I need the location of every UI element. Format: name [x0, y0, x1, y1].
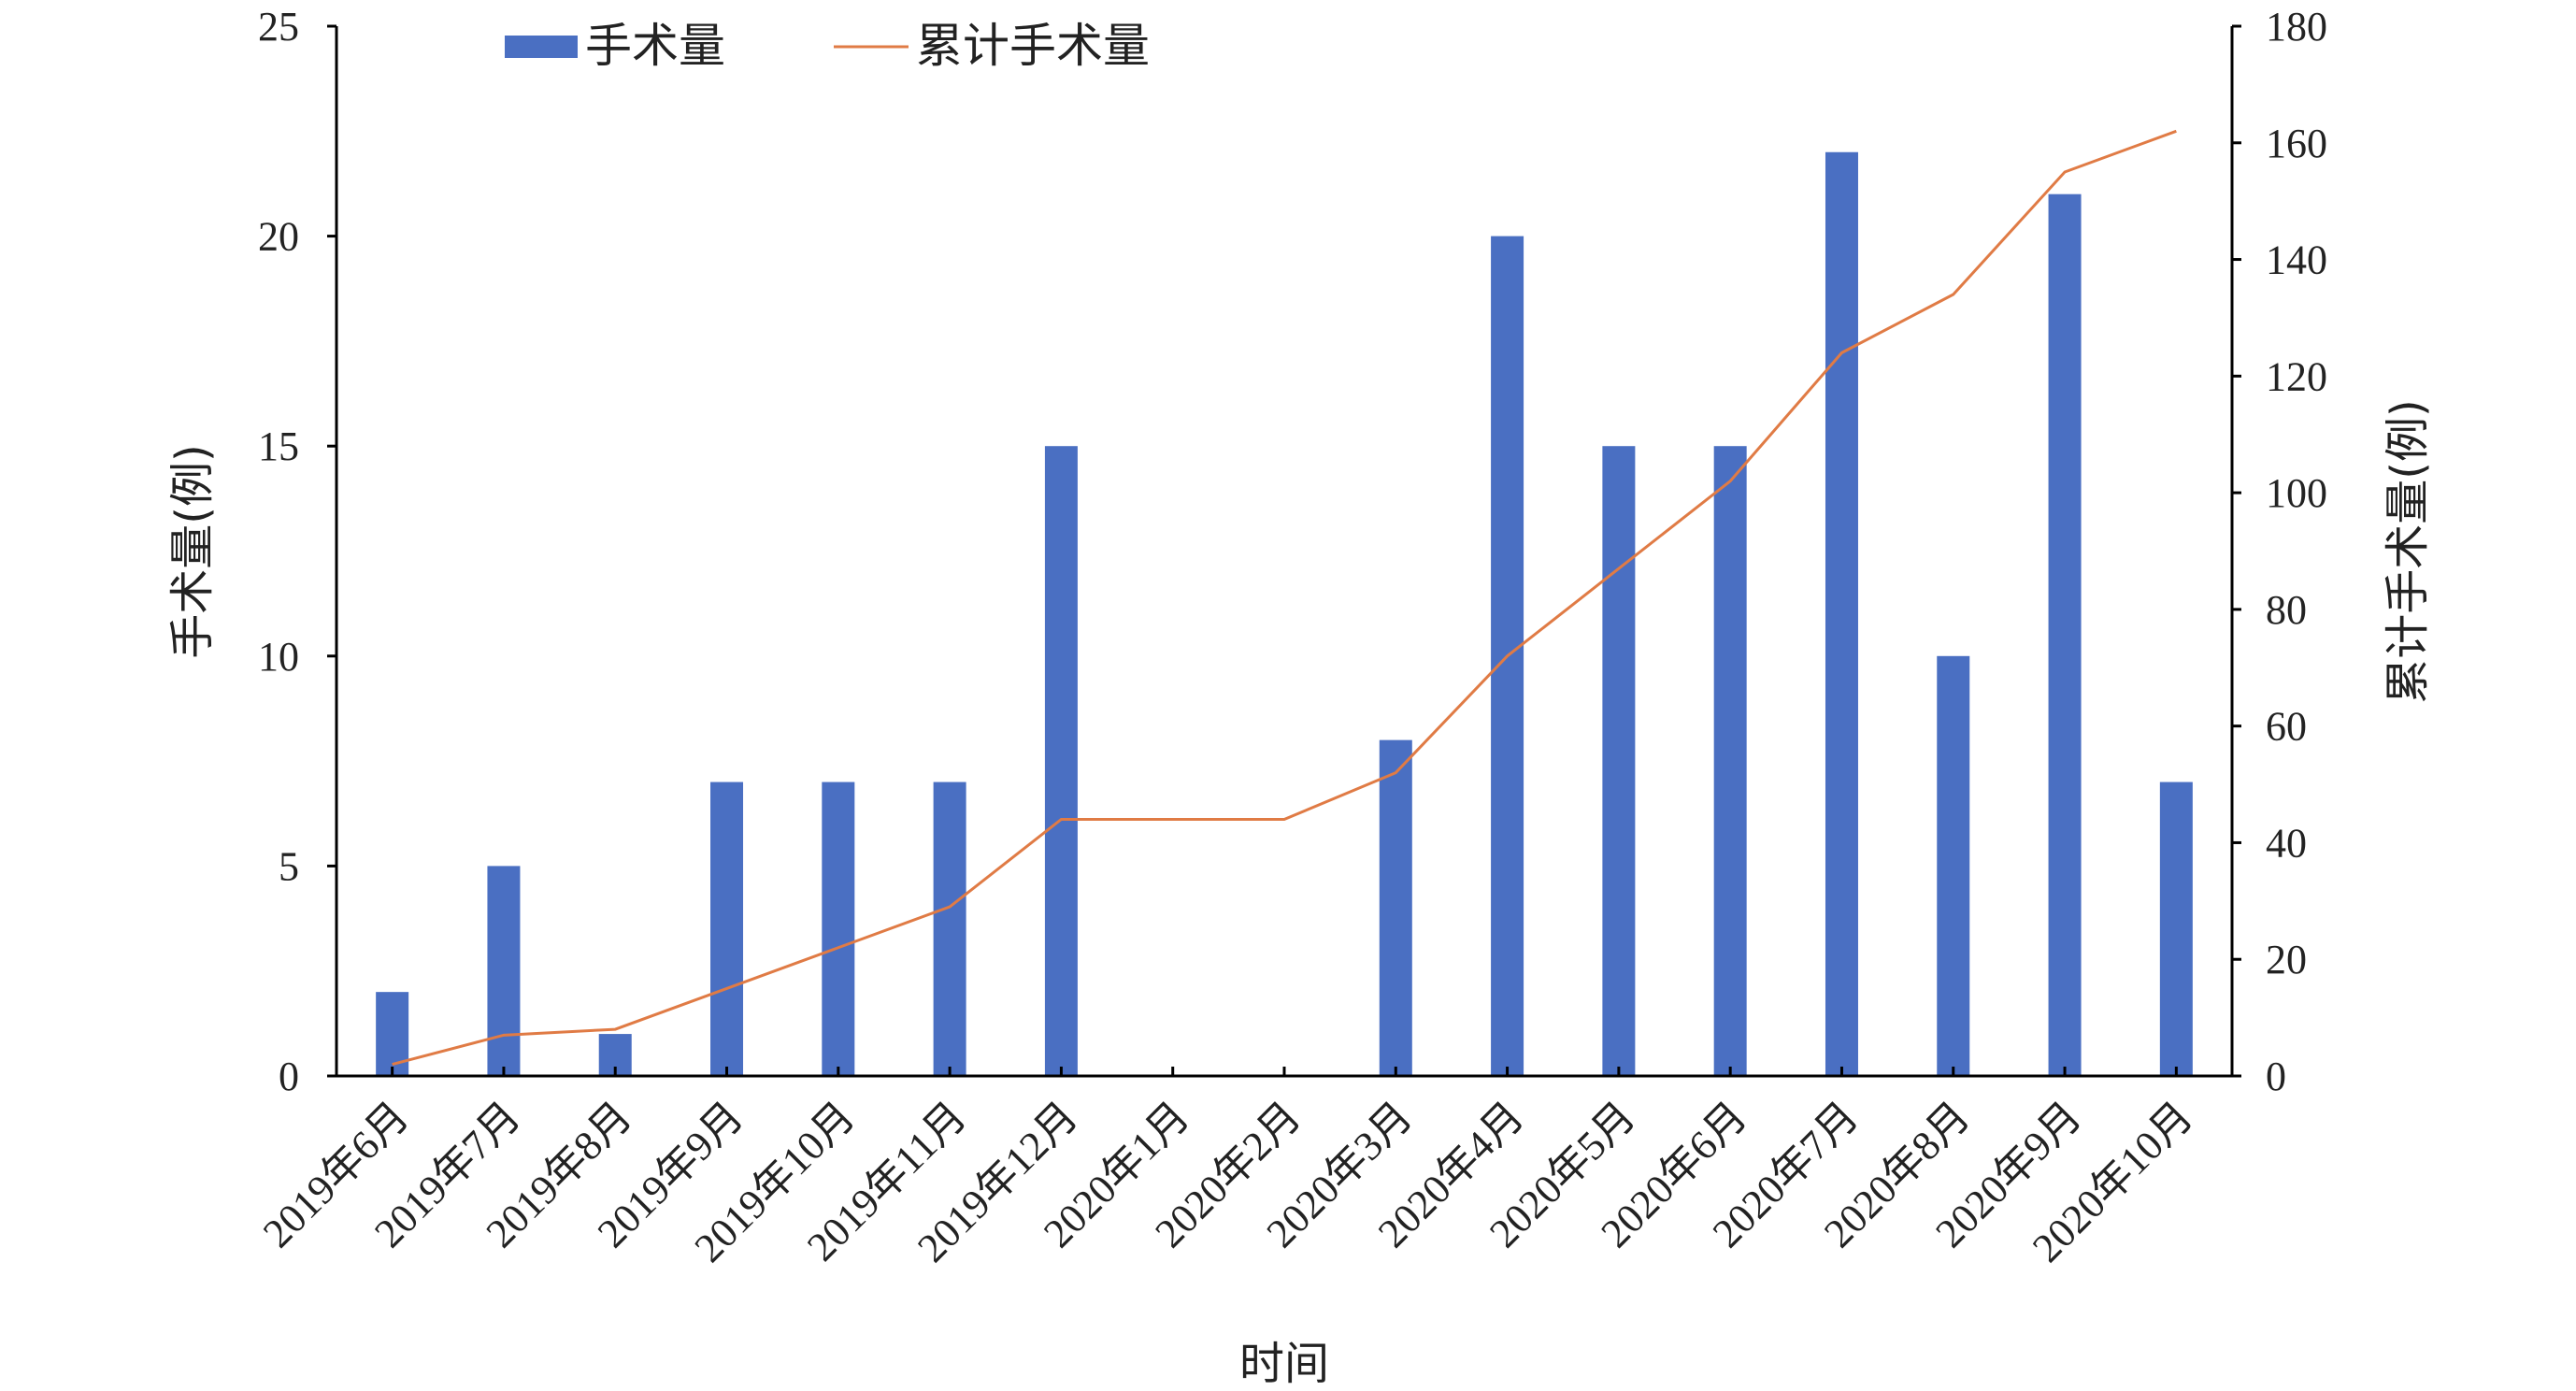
x-axis-title: 时间: [1239, 1338, 1329, 1390]
left-tick-label: 15: [258, 423, 299, 469]
bar-4: [822, 782, 855, 1076]
left-tick-label: 0: [279, 1054, 299, 1099]
right-tick-label: 140: [2266, 237, 2327, 283]
right-tick-label: 20: [2266, 937, 2307, 982]
right-tick-label: 100: [2266, 470, 2327, 516]
bar-14: [1937, 655, 1970, 1076]
bar-12: [1713, 446, 1747, 1076]
right-tick-label: 80: [2266, 587, 2307, 633]
bar-15: [2048, 194, 2082, 1076]
bar-13: [1825, 151, 1858, 1076]
left-tick-label: 10: [258, 634, 299, 680]
left-y-axis-title: 手术量(例): [166, 444, 219, 658]
right-y-axis-title: 累计手术量(例): [2382, 399, 2434, 703]
right-y-ticks: 0 20 40 60 80 100 120 140 160 180: [2232, 4, 2327, 1099]
legend-label-line: 累计手术量: [916, 19, 1150, 73]
right-tick-label: 160: [2266, 121, 2327, 166]
legend-label-bar: 手术量: [585, 19, 725, 73]
line-cumulative: [392, 129, 2177, 1066]
right-tick-label: 120: [2266, 353, 2327, 399]
bar-6: [1044, 446, 1078, 1076]
bar-16: [2159, 782, 2193, 1076]
bar-series: [376, 151, 2193, 1077]
left-tick-label: 25: [258, 4, 299, 50]
left-tick-label: 20: [258, 214, 299, 260]
bar-9: [1379, 739, 1412, 1076]
line-series: [392, 129, 2177, 1066]
legend-swatch-bar: [505, 36, 578, 58]
bar-3: [710, 782, 744, 1076]
bar-1: [487, 866, 521, 1076]
right-tick-label: 40: [2266, 820, 2307, 866]
x-ticks: 2019年6月2019年7月2019年8月2019年9月2019年10月2019…: [254, 1067, 2201, 1271]
bar-11: [1602, 446, 1636, 1076]
bar-5: [933, 782, 966, 1076]
right-tick-label: 180: [2266, 4, 2327, 50]
right-tick-label: 60: [2266, 704, 2307, 750]
right-tick-label: 0: [2266, 1054, 2286, 1099]
left-y-ticks: 0 5 10 15 20 25: [258, 4, 336, 1099]
legend: 手术量 累计手术量: [505, 19, 1150, 73]
left-tick-label: 5: [279, 843, 299, 889]
